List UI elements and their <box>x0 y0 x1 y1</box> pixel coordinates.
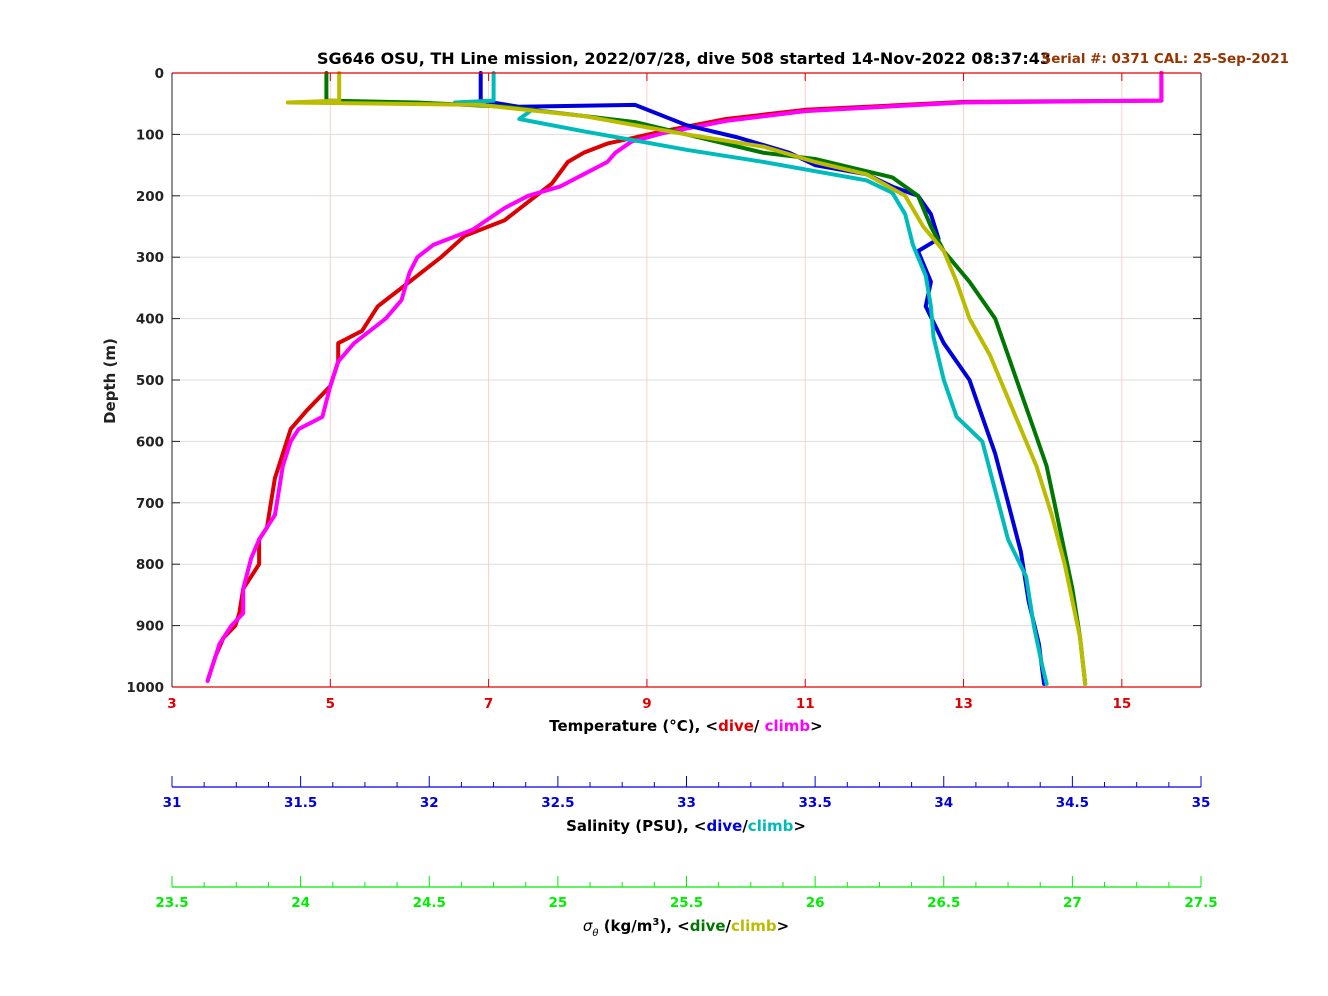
sigma-tick-label: 26.5 <box>927 895 960 911</box>
sigma-tick-label: 26 <box>806 895 825 911</box>
y-tick-label: 600 <box>136 434 164 450</box>
salinity-tick-label: 33 <box>677 795 696 811</box>
series-sigma-climb <box>285 71 1088 686</box>
sigma-tick-label: 25 <box>548 895 567 911</box>
salinity-tick-label: 31.5 <box>284 795 317 811</box>
salinity-dive-label: dive <box>706 817 742 835</box>
sigma-axis-label: σθ (kg/m3), <dive/climb> <box>583 917 789 939</box>
temperature-tick-label: 15 <box>1112 696 1131 712</box>
sigma-tick-label: 24.5 <box>413 895 446 911</box>
chart-title: SG646 OSU, TH Line mission, 2022/07/28, … <box>317 49 1051 68</box>
salinity-tick-label: 34 <box>934 795 953 811</box>
y-axis-label: Depth (m) <box>101 338 119 424</box>
y-tick-label: 900 <box>136 619 164 635</box>
temperature-tick-label: 9 <box>642 696 651 712</box>
series-temperature-dive <box>205 71 1164 683</box>
y-tick-label: 100 <box>136 127 164 143</box>
sigma-tick-label: 27.5 <box>1184 895 1217 911</box>
sigma-climb-label: climb <box>731 917 777 935</box>
y-tick-label: 700 <box>136 496 164 512</box>
y-tick-label: 500 <box>136 373 164 389</box>
sigma-dive-label: dive <box>690 917 726 935</box>
series-salinity-climb <box>453 71 1049 686</box>
salinity-axis-label: Salinity (PSU), <dive/climb> <box>566 817 806 835</box>
salinity-tick-label: 33.5 <box>798 795 831 811</box>
salinity-tick-label: 31 <box>163 795 182 811</box>
y-tick-label: 1000 <box>126 680 164 696</box>
temperature-tick-label: 5 <box>326 696 335 712</box>
sigma-tick-label: 25.5 <box>670 895 703 911</box>
y-tick-label: 800 <box>136 557 164 573</box>
temperature-climb-label: climb <box>765 717 811 735</box>
y-tick-label: 200 <box>136 189 164 205</box>
temperature-tick-label: 3 <box>167 696 176 712</box>
temperature-axis-label: Temperature (°C), <dive/ climb> <box>549 717 823 735</box>
sigma-tick-label: 24 <box>291 895 310 911</box>
serial-calibration-text: Serial #: 0371 CAL: 25-Sep-2021 <box>1042 51 1289 67</box>
sigma-tick-label: 27 <box>1063 895 1082 911</box>
temperature-tick-label: 13 <box>954 696 973 712</box>
salinity-tick-label: 32.5 <box>541 795 574 811</box>
salinity-climb-label: climb <box>748 817 794 835</box>
series-temperature-climb <box>205 71 1164 683</box>
y-tick-label: 300 <box>136 250 164 266</box>
salinity-tick-label: 34.5 <box>1056 795 1089 811</box>
y-tick-label: 400 <box>136 312 164 328</box>
salinity-tick-label: 32 <box>420 795 439 811</box>
series-sigma-dive <box>324 71 1088 686</box>
salinity-tick-label: 35 <box>1192 795 1211 811</box>
temperature-tick-label: 7 <box>484 696 493 712</box>
y-tick-label: 0 <box>155 66 164 82</box>
grid-layer <box>172 73 1201 687</box>
sigma-tick-label: 23.5 <box>155 895 188 911</box>
temperature-dive-label: dive <box>718 717 754 735</box>
temperature-tick-label: 11 <box>796 696 815 712</box>
series-layer <box>205 71 1164 686</box>
